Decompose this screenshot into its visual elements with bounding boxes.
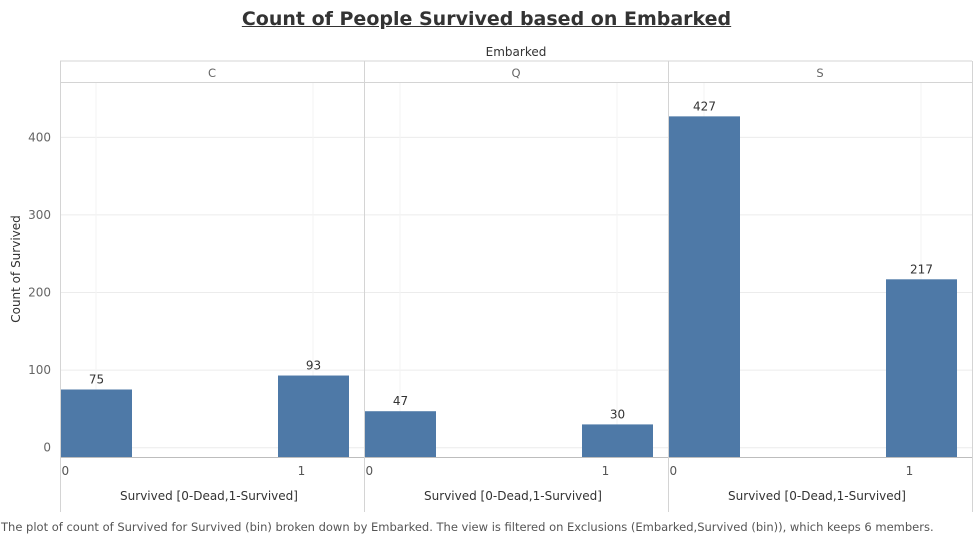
gridlines xyxy=(60,83,972,457)
facet-label-q: Q xyxy=(511,66,520,80)
x-axis-title: Survived [0-Dead,1-Survived] xyxy=(424,489,602,503)
data-label-s-0: 427 xyxy=(693,99,716,113)
x-axis-title: Survived [0-Dead,1-Survived] xyxy=(120,489,298,503)
y-tick-label: 100 xyxy=(28,363,51,377)
data-label-q-0: 47 xyxy=(393,394,408,408)
y-tick-label: 200 xyxy=(28,286,51,300)
x-tick-label: 0 xyxy=(670,464,678,478)
facet-label-s: S xyxy=(816,66,823,80)
y-axis-title: Count of Survived xyxy=(9,215,23,323)
bar-s-0 xyxy=(669,116,740,457)
bars xyxy=(61,116,957,457)
data-label-q-1: 30 xyxy=(610,407,625,421)
x-axis-title: Survived [0-Dead,1-Survived] xyxy=(728,489,906,503)
data-label-s-1: 217 xyxy=(910,262,933,276)
y-tick-label: 400 xyxy=(28,130,51,144)
facet-label-c: C xyxy=(208,66,216,80)
chart-title: Count of People Survived based on Embark… xyxy=(241,8,732,30)
data-labels: 75 93 47 30 427 217 xyxy=(89,99,933,421)
x-tick-label: 0 xyxy=(62,464,70,478)
bar-q-1 xyxy=(582,424,653,457)
bar-c-1 xyxy=(278,375,349,457)
x-tick-label: 1 xyxy=(602,464,610,478)
chart-caption: The plot of count of Survived for Surviv… xyxy=(1,520,934,534)
data-label-c-0: 75 xyxy=(89,372,104,386)
y-tick-label: 300 xyxy=(28,208,51,222)
x-tick-label: 0 xyxy=(366,464,374,478)
chart-frame xyxy=(60,60,973,512)
bar-c-0 xyxy=(61,389,132,457)
x-tick-label: 1 xyxy=(298,464,306,478)
y-tick-label: 0 xyxy=(43,441,51,455)
x-tick-label: 1 xyxy=(906,464,914,478)
data-label-c-1: 93 xyxy=(306,359,321,373)
bar-q-0 xyxy=(365,411,436,457)
facet-header-title: Embarked xyxy=(485,45,547,59)
bar-s-1 xyxy=(886,279,957,457)
